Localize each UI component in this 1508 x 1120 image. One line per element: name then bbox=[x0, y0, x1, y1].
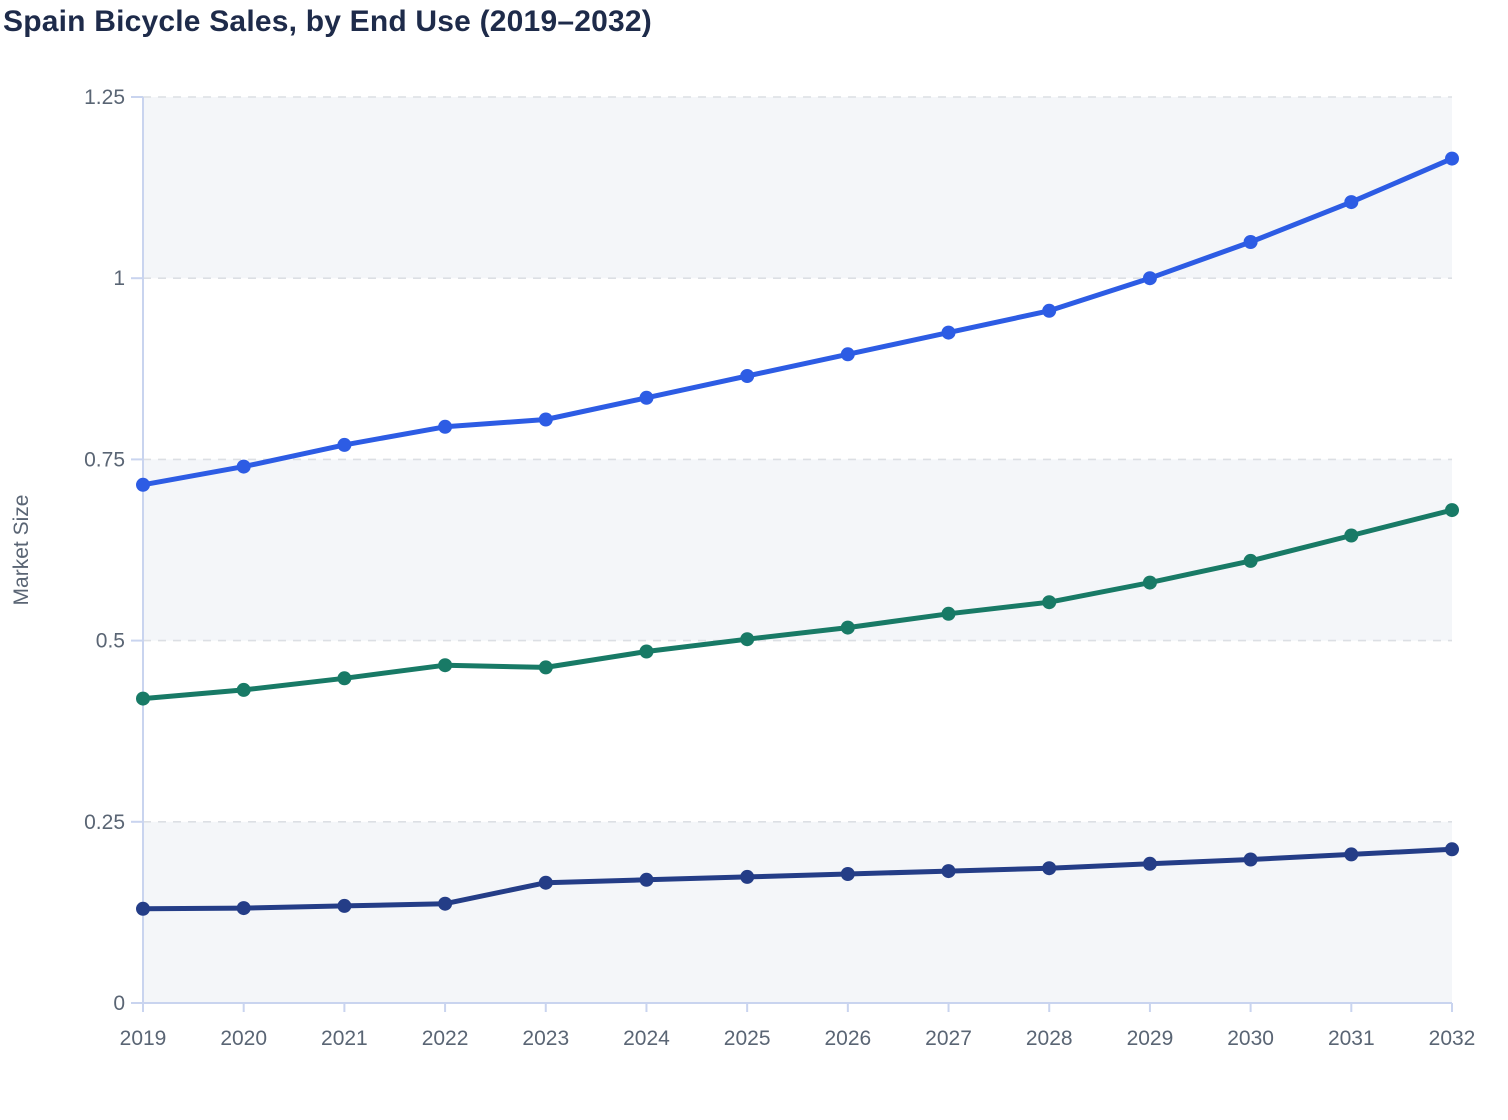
x-tick-label: 2024 bbox=[623, 1027, 670, 1050]
data-point-navy-2022[interactable] bbox=[438, 896, 453, 911]
data-point-blue-2026[interactable] bbox=[840, 347, 855, 362]
x-tick-label: 2028 bbox=[1026, 1027, 1073, 1050]
data-point-navy-2019[interactable] bbox=[136, 901, 150, 916]
data-point-green-2021[interactable] bbox=[337, 671, 352, 686]
series-line-navy bbox=[140, 846, 1455, 912]
x-tick-label: 2030 bbox=[1227, 1027, 1274, 1050]
data-point-navy-2023[interactable] bbox=[538, 875, 553, 890]
data-point-green-2023[interactable] bbox=[538, 660, 553, 675]
y-tick-label: 0.5 bbox=[96, 630, 125, 653]
x-tick-label: 2019 bbox=[120, 1027, 167, 1050]
data-point-blue-2020[interactable] bbox=[236, 459, 251, 474]
data-point-navy-2028[interactable] bbox=[1042, 861, 1057, 876]
x-tick-label: 2021 bbox=[321, 1027, 368, 1050]
data-point-blue-2030[interactable] bbox=[1243, 235, 1258, 249]
series-line-blue bbox=[140, 156, 1455, 488]
data-point-green-2020[interactable] bbox=[236, 682, 251, 697]
x-tick-label: 2022 bbox=[422, 1027, 469, 1050]
data-point-blue-2025[interactable] bbox=[740, 369, 755, 383]
data-point-green-2024[interactable] bbox=[639, 644, 654, 659]
data-point-green-2030[interactable] bbox=[1243, 553, 1258, 568]
x-tick-label: 2029 bbox=[1127, 1027, 1174, 1050]
y-tick-label: 1 bbox=[113, 267, 125, 290]
data-point-green-2022[interactable] bbox=[438, 658, 453, 673]
series-line-green bbox=[140, 507, 1455, 702]
data-point-green-2032[interactable] bbox=[1445, 503, 1459, 518]
data-point-blue-2019[interactable] bbox=[136, 477, 150, 492]
data-point-blue-2027[interactable] bbox=[941, 325, 956, 340]
data-point-green-2028[interactable] bbox=[1042, 595, 1057, 610]
grid-band bbox=[143, 459, 1452, 641]
data-point-blue-2022[interactable] bbox=[438, 419, 453, 434]
data-point-navy-2024[interactable] bbox=[639, 872, 654, 887]
data-point-navy-2032[interactable] bbox=[1445, 842, 1459, 857]
y-tick-label: 1.25 bbox=[84, 86, 125, 109]
data-point-navy-2026[interactable] bbox=[840, 867, 855, 881]
y-tick-label: 0.75 bbox=[84, 448, 125, 471]
x-tick-label: 2025 bbox=[724, 1027, 771, 1050]
grid-band bbox=[143, 821, 1452, 1003]
data-point-green-2027[interactable] bbox=[941, 606, 956, 621]
data-point-green-2031[interactable] bbox=[1344, 528, 1359, 543]
data-point-blue-2028[interactable] bbox=[1042, 303, 1057, 318]
data-point-navy-2025[interactable] bbox=[740, 869, 755, 884]
data-point-navy-2031[interactable] bbox=[1344, 847, 1359, 862]
x-tick-label: 2020 bbox=[220, 1027, 267, 1050]
data-point-navy-2020[interactable] bbox=[236, 901, 251, 916]
data-point-green-2026[interactable] bbox=[840, 620, 855, 635]
grid-band bbox=[143, 97, 1452, 279]
data-point-green-2025[interactable] bbox=[740, 632, 755, 647]
data-point-blue-2023[interactable] bbox=[538, 412, 553, 427]
chart-title: Spain Bicycle Sales, by End Use (2019–20… bbox=[3, 5, 652, 38]
x-tick-label: 2031 bbox=[1328, 1027, 1375, 1050]
data-point-blue-2032[interactable] bbox=[1445, 151, 1459, 166]
x-tick-label: 2027 bbox=[925, 1027, 972, 1050]
data-point-blue-2029[interactable] bbox=[1142, 271, 1157, 286]
data-point-green-2019[interactable] bbox=[136, 691, 150, 706]
y-tick-label: 0 bbox=[113, 992, 125, 1015]
data-point-navy-2029[interactable] bbox=[1142, 856, 1157, 871]
x-tick-label: 2023 bbox=[522, 1027, 569, 1050]
data-point-navy-2030[interactable] bbox=[1243, 852, 1258, 867]
data-point-blue-2021[interactable] bbox=[337, 437, 352, 452]
x-tick-label: 2026 bbox=[824, 1027, 871, 1050]
data-point-blue-2031[interactable] bbox=[1344, 195, 1359, 210]
data-point-green-2029[interactable] bbox=[1142, 575, 1157, 590]
data-point-navy-2021[interactable] bbox=[337, 898, 352, 913]
data-point-blue-2024[interactable] bbox=[639, 390, 654, 405]
data-point-navy-2027[interactable] bbox=[941, 864, 956, 879]
x-tick-label: 2032 bbox=[1429, 1027, 1476, 1050]
y-tick-label: 0.25 bbox=[84, 811, 125, 834]
